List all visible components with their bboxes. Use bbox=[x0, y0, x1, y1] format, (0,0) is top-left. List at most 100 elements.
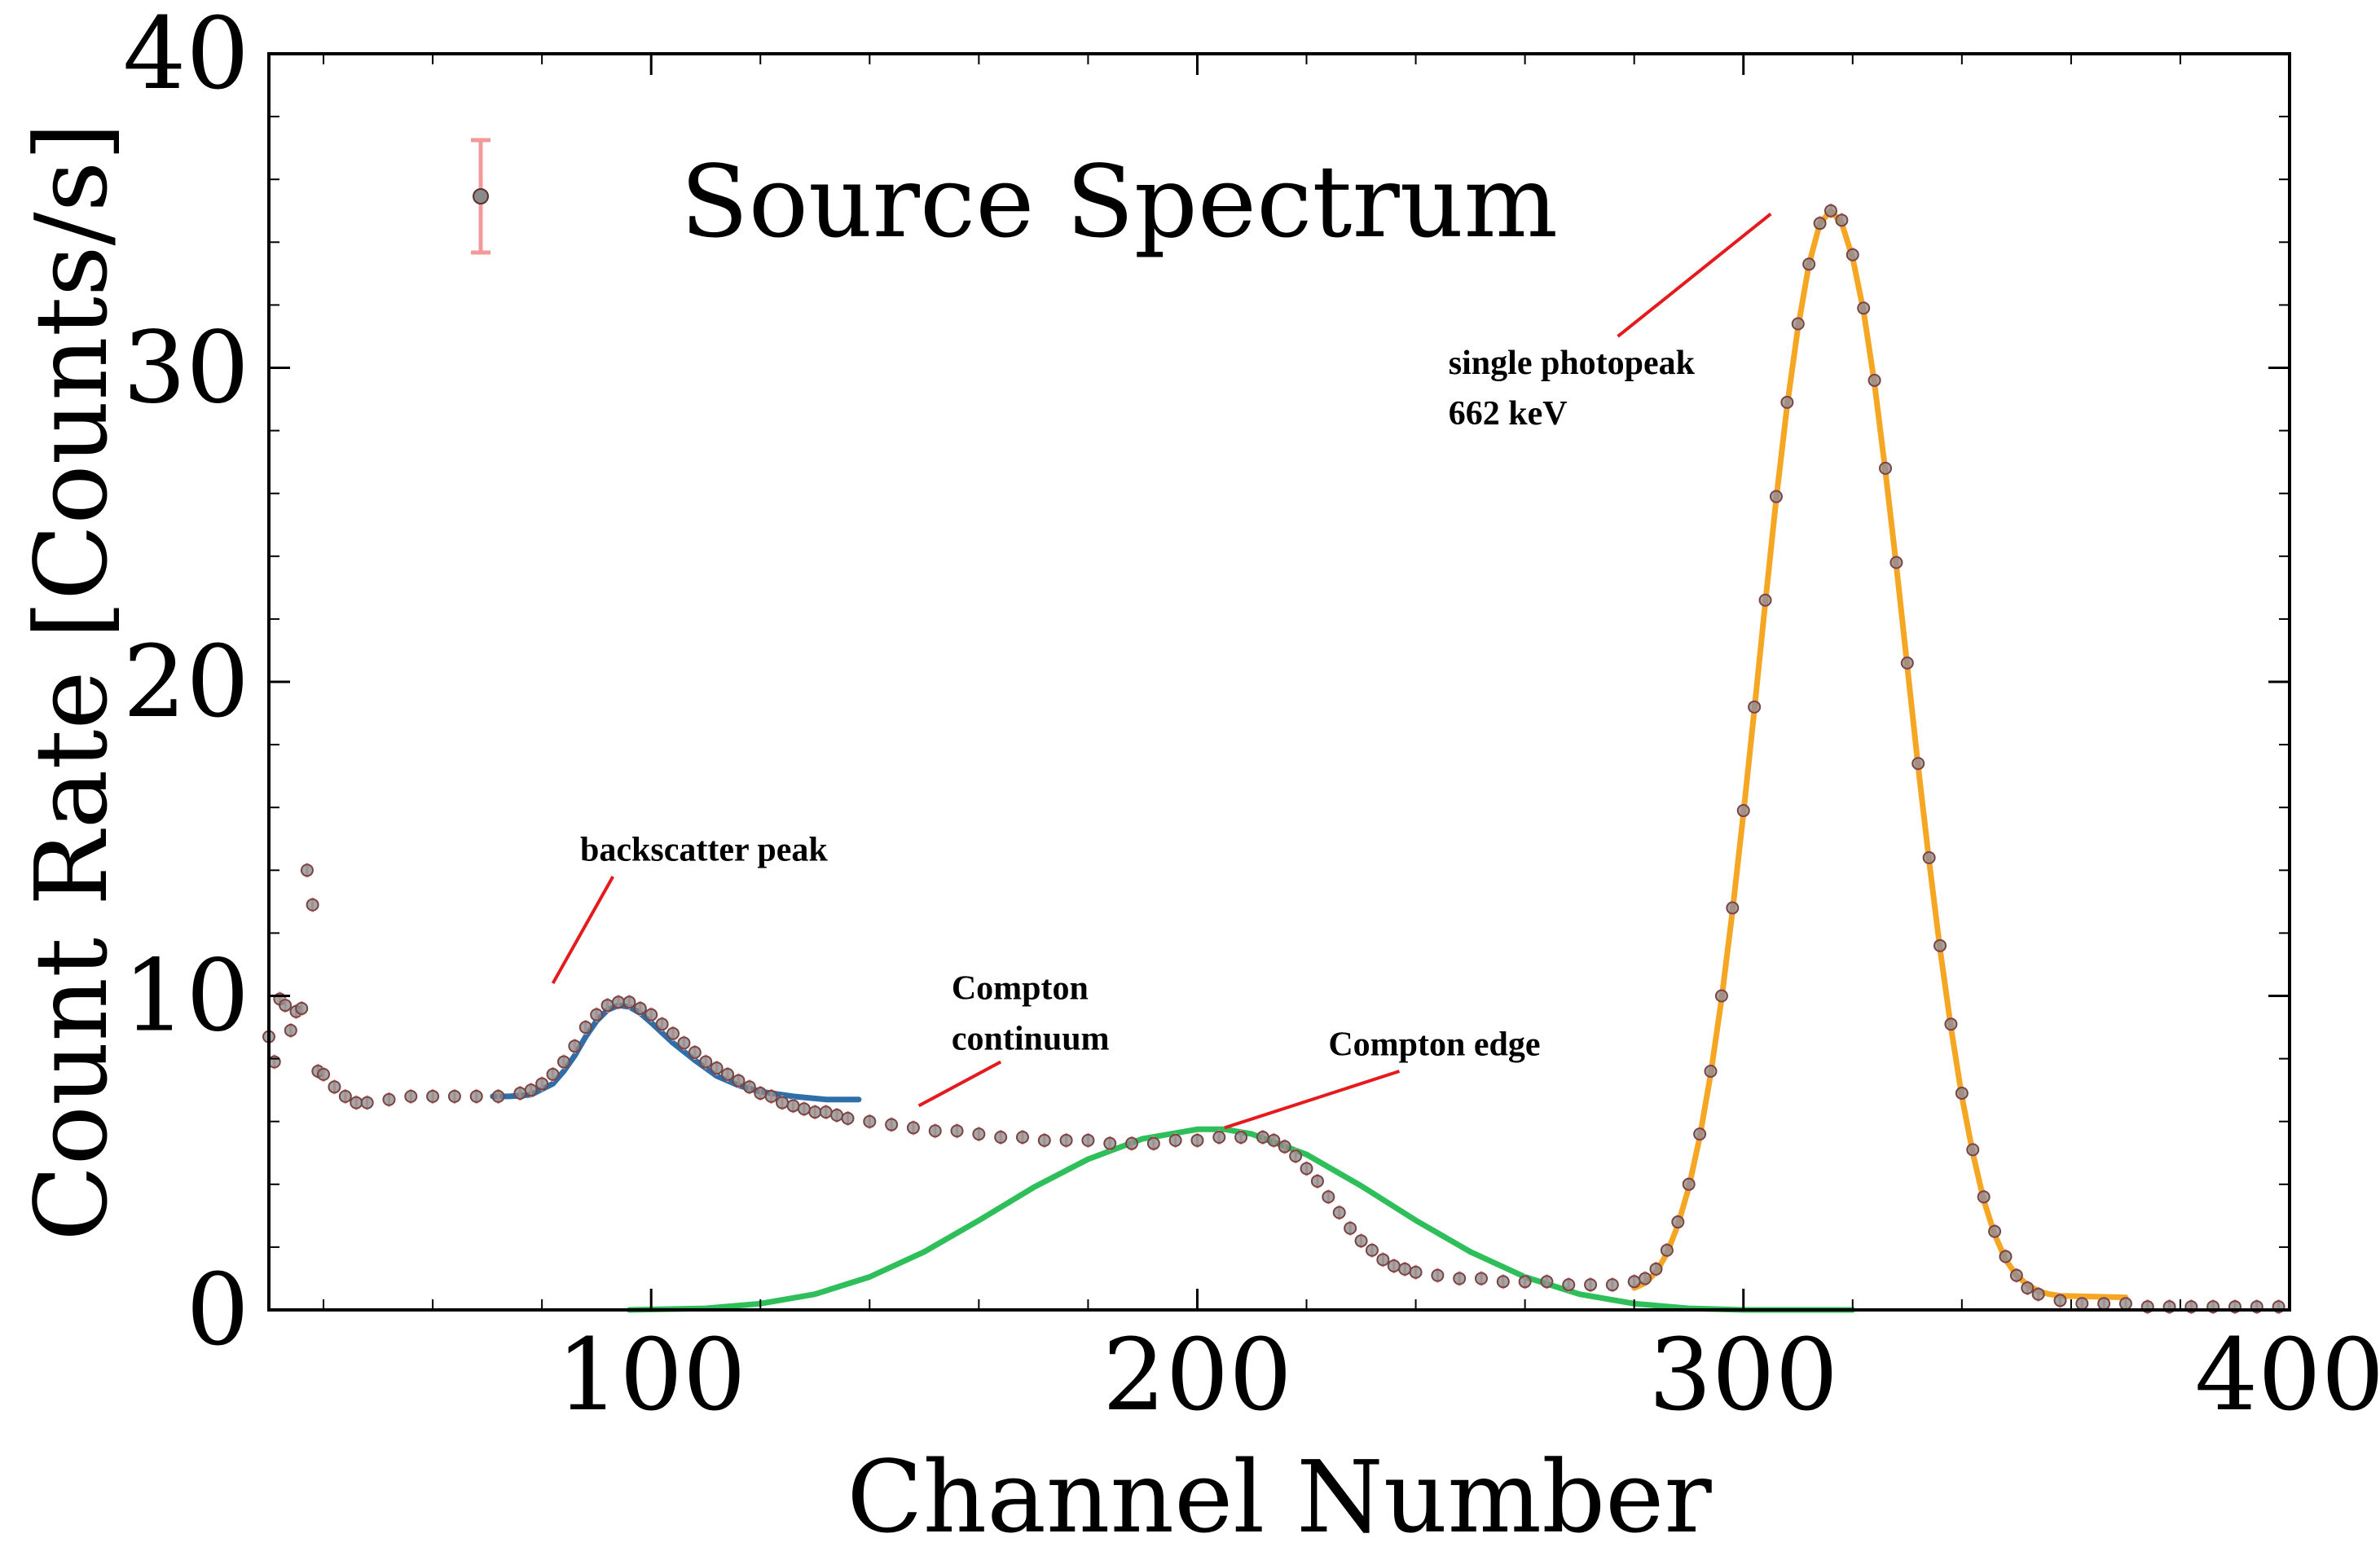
data-point-marker bbox=[1944, 1017, 1958, 1031]
data-point bbox=[1289, 1149, 1303, 1164]
y-tick-label: 10 bbox=[123, 938, 249, 1054]
data-point-marker bbox=[1889, 556, 1903, 569]
data-point-marker bbox=[1649, 1262, 1663, 1276]
data-point-marker bbox=[928, 1124, 942, 1138]
axis-ticks: 100 200 300 400 0 10 20 30 40 bbox=[123, 0, 2380, 1433]
data-point-marker bbox=[404, 1089, 418, 1103]
y-axis-title: Count Rate [Counts/s] bbox=[14, 122, 130, 1241]
data-point bbox=[1059, 1132, 1073, 1148]
annotation-label: Compton edge bbox=[1328, 1026, 1540, 1064]
data-point-marker bbox=[1289, 1149, 1303, 1163]
data-point bbox=[1234, 1129, 1248, 1145]
data-point bbox=[655, 1017, 669, 1032]
data-point bbox=[2031, 1286, 2045, 1302]
data-point bbox=[1190, 1132, 1204, 1148]
data-point-marker bbox=[1037, 1133, 1051, 1147]
data-point bbox=[568, 1039, 582, 1054]
data-point bbox=[300, 863, 314, 878]
data-point-marker bbox=[1802, 257, 1816, 271]
data-point bbox=[906, 1120, 920, 1136]
annotation-label: single photopeak bbox=[1449, 345, 1696, 382]
data-point-marker bbox=[600, 999, 614, 1013]
data-point-marker bbox=[732, 1074, 746, 1088]
data-point-marker bbox=[1736, 804, 1750, 818]
data-point bbox=[1933, 938, 1947, 953]
data-point bbox=[786, 1098, 800, 1114]
data-point bbox=[633, 1000, 647, 1016]
data-point-marker bbox=[1146, 1136, 1160, 1150]
data-point-marker bbox=[1267, 1133, 1281, 1147]
data-point-marker bbox=[885, 1118, 899, 1132]
data-point-marker bbox=[1682, 1177, 1696, 1191]
data-point-marker bbox=[328, 1080, 341, 1094]
data-point bbox=[1453, 1271, 1467, 1286]
data-point-marker bbox=[611, 995, 625, 1009]
annotation-pointer bbox=[1617, 213, 1772, 338]
data-point-marker bbox=[1791, 317, 1805, 331]
data-point-marker bbox=[1671, 1215, 1685, 1229]
data-point bbox=[317, 1066, 331, 1082]
x-axis-title: Channel Number bbox=[847, 1439, 1712, 1555]
data-point bbox=[1344, 1220, 1357, 1236]
data-point-marker bbox=[1453, 1272, 1467, 1285]
data-point bbox=[841, 1110, 855, 1126]
data-point bbox=[1256, 1129, 1269, 1145]
data-point bbox=[546, 1066, 560, 1082]
data-point bbox=[1267, 1132, 1281, 1148]
data-point bbox=[797, 1101, 811, 1117]
data-point bbox=[1911, 756, 1925, 771]
y-tick-label: 20 bbox=[123, 624, 249, 740]
annotation-label: Compton bbox=[952, 969, 1089, 1007]
data-point-marker bbox=[1769, 490, 1783, 503]
data-point bbox=[1431, 1268, 1445, 1283]
data-point bbox=[699, 1054, 713, 1070]
data-point-marker bbox=[1605, 1278, 1619, 1292]
data-point-marker bbox=[797, 1102, 811, 1116]
data-point bbox=[1387, 1259, 1401, 1274]
data-point-marker bbox=[1015, 1130, 1029, 1144]
data-point bbox=[1660, 1242, 1674, 1258]
data-point-marker bbox=[721, 1067, 735, 1081]
data-point-marker bbox=[819, 1105, 833, 1119]
data-point bbox=[710, 1061, 724, 1076]
data-point bbox=[1879, 460, 1892, 476]
data-point bbox=[1146, 1136, 1160, 1151]
data-point bbox=[524, 1083, 538, 1098]
data-point-marker bbox=[469, 1089, 483, 1103]
data-point bbox=[328, 1079, 341, 1095]
data-point-marker bbox=[1988, 1224, 2002, 1238]
data-point-marker bbox=[677, 1036, 691, 1050]
data-point bbox=[535, 1076, 549, 1092]
annotation-pointer bbox=[551, 876, 615, 985]
data-point-marker bbox=[2097, 1297, 2111, 1311]
data-point-marker bbox=[1496, 1275, 1510, 1289]
data-point-marker bbox=[1103, 1136, 1117, 1150]
data-point-marker bbox=[863, 1114, 877, 1128]
data-point-marker bbox=[1813, 217, 1827, 231]
annotations: backscatter peak Compton continuum Compton … bbox=[551, 213, 1772, 1130]
data-point bbox=[830, 1107, 844, 1123]
data-point bbox=[950, 1123, 964, 1139]
data-point-marker bbox=[1081, 1133, 1095, 1147]
x-tick-label: 100 bbox=[557, 1317, 746, 1433]
data-point-marker bbox=[644, 1008, 658, 1022]
data-point bbox=[819, 1105, 833, 1120]
data-point-marker bbox=[1660, 1243, 1674, 1257]
data-point bbox=[622, 995, 636, 1010]
data-point-marker bbox=[579, 1021, 592, 1035]
data-point-marker bbox=[590, 1008, 604, 1022]
data-point bbox=[404, 1088, 418, 1104]
data-point bbox=[1704, 1064, 1718, 1079]
data-point bbox=[1988, 1224, 2002, 1239]
data-point-marker bbox=[906, 1121, 920, 1135]
data-point bbox=[1125, 1136, 1139, 1151]
data-point bbox=[1845, 247, 1859, 262]
data-point-marker bbox=[1540, 1275, 1554, 1289]
data-point bbox=[863, 1114, 877, 1129]
data-point-marker bbox=[491, 1089, 505, 1103]
data-point-marker bbox=[994, 1130, 1008, 1144]
data-point-marker bbox=[1300, 1162, 1313, 1175]
data-point-marker bbox=[284, 1023, 297, 1037]
